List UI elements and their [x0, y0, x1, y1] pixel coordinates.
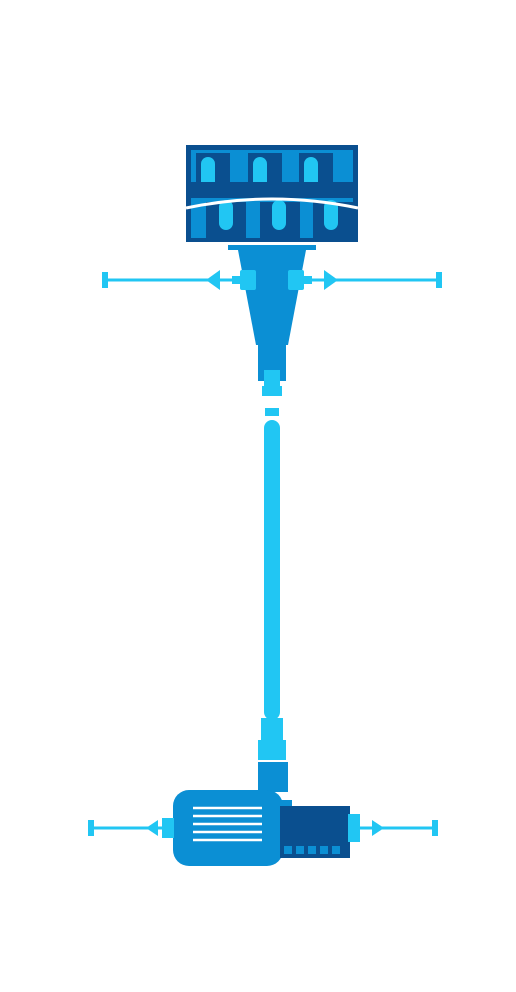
valve-icon — [102, 270, 240, 290]
vertical-pipe-icon — [258, 408, 286, 760]
motor-pump-icon — [162, 762, 360, 866]
valve-icon — [88, 820, 168, 836]
valve-icon — [360, 820, 438, 836]
filter-tank-icon — [185, 145, 359, 242]
valve-icon — [304, 270, 442, 290]
hopper-icon — [228, 245, 316, 396]
